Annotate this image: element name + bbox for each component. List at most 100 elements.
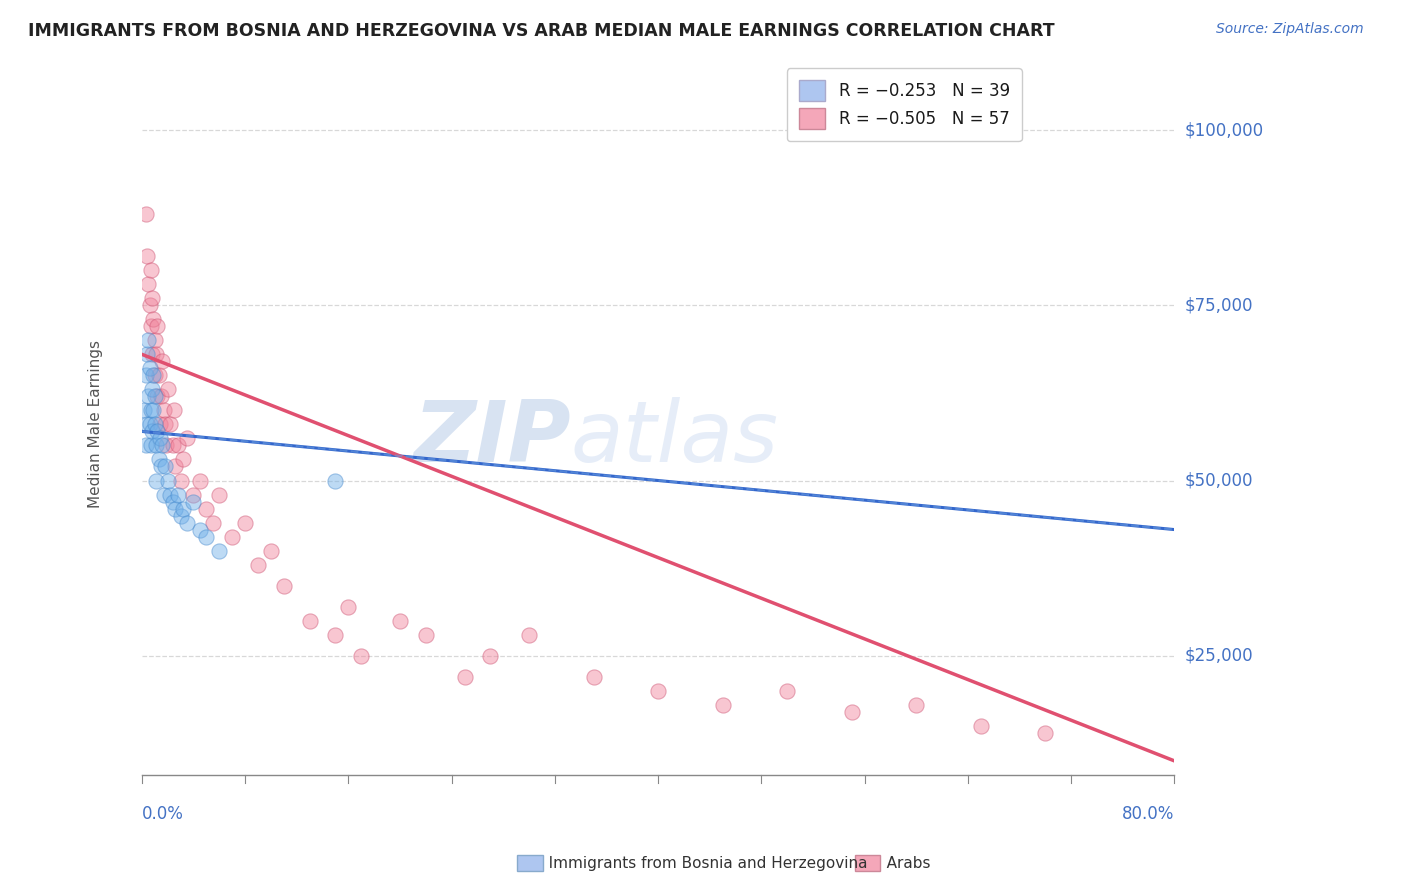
Text: Source: ZipAtlas.com: Source: ZipAtlas.com — [1216, 22, 1364, 37]
Point — [142, 368, 165, 383]
Point — [141, 347, 163, 361]
Point — [183, 487, 205, 501]
Point — [139, 319, 162, 334]
Point — [970, 719, 993, 733]
Point — [150, 389, 173, 403]
Point — [136, 334, 159, 348]
Point — [143, 389, 166, 403]
Point — [167, 438, 190, 452]
Point — [159, 417, 181, 432]
Point — [146, 389, 169, 403]
Point — [152, 403, 174, 417]
Point — [260, 543, 283, 558]
Point — [208, 543, 231, 558]
Point — [136, 347, 159, 361]
Point — [138, 361, 160, 376]
Point — [165, 459, 187, 474]
Point — [176, 432, 198, 446]
Point — [139, 263, 162, 277]
Point — [148, 452, 170, 467]
Text: Arabs: Arabs — [872, 856, 931, 871]
Point — [388, 614, 411, 628]
Point — [195, 530, 218, 544]
Point — [325, 628, 347, 642]
Point — [517, 628, 540, 642]
Point — [337, 599, 360, 614]
Point — [776, 683, 799, 698]
Text: IMMIGRANTS FROM BOSNIA AND HERZEGOVINA VS ARAB MEDIAN MALE EARNINGS CORRELATION : IMMIGRANTS FROM BOSNIA AND HERZEGOVINA V… — [28, 22, 1054, 40]
Point — [134, 403, 156, 417]
Point — [159, 487, 181, 501]
Point — [453, 670, 475, 684]
Point — [136, 417, 159, 432]
Point — [148, 368, 170, 383]
Point — [156, 383, 179, 397]
Point — [201, 516, 224, 530]
Point — [350, 648, 373, 663]
Point — [143, 368, 166, 383]
Point — [711, 698, 734, 712]
Text: Median Male Earnings: Median Male Earnings — [87, 341, 103, 508]
Point — [145, 347, 167, 361]
Point — [221, 530, 243, 544]
Point — [415, 628, 437, 642]
Text: ZIP: ZIP — [413, 397, 571, 480]
Point — [153, 459, 176, 474]
Point — [169, 508, 191, 523]
Point — [479, 648, 502, 663]
Legend: R = −0.253   N = 39, R = −0.505   N = 57: R = −0.253 N = 39, R = −0.505 N = 57 — [787, 68, 1022, 141]
Text: Immigrants from Bosnia and Herzegovina: Immigrants from Bosnia and Herzegovina — [534, 856, 868, 871]
Point — [142, 403, 165, 417]
Point — [139, 403, 162, 417]
Point — [141, 383, 163, 397]
Point — [145, 438, 167, 452]
Point — [1035, 726, 1057, 740]
Point — [167, 487, 190, 501]
Point — [135, 438, 157, 452]
Point — [298, 614, 321, 628]
Point — [152, 438, 174, 452]
Text: 0.0%: 0.0% — [142, 805, 184, 823]
Point — [150, 459, 173, 474]
Point — [152, 487, 174, 501]
Point — [162, 494, 184, 508]
Point — [905, 698, 928, 712]
Text: atlas: atlas — [571, 397, 779, 480]
Point — [141, 291, 163, 305]
Text: $100,000: $100,000 — [1185, 121, 1264, 139]
Text: $25,000: $25,000 — [1185, 647, 1253, 665]
Point — [136, 389, 159, 403]
Point — [172, 501, 194, 516]
Point — [135, 207, 157, 221]
Point — [165, 501, 187, 516]
Point — [647, 683, 669, 698]
Point — [145, 474, 167, 488]
Point — [183, 494, 205, 508]
Point — [172, 452, 194, 467]
Point — [273, 579, 295, 593]
Point — [176, 516, 198, 530]
Point — [169, 474, 191, 488]
Point — [135, 368, 157, 383]
Point — [208, 487, 231, 501]
Text: $75,000: $75,000 — [1185, 296, 1253, 314]
Point — [152, 354, 174, 368]
Point — [146, 425, 169, 439]
Point — [188, 474, 211, 488]
Point — [233, 516, 256, 530]
Point — [195, 501, 218, 516]
Point — [153, 417, 176, 432]
Text: 80.0%: 80.0% — [1122, 805, 1174, 823]
Point — [138, 298, 160, 312]
Point — [841, 705, 863, 719]
Point — [139, 438, 162, 452]
Point — [156, 474, 179, 488]
Point — [138, 417, 160, 432]
Point — [136, 277, 159, 292]
Point — [141, 425, 163, 439]
Point — [149, 432, 172, 446]
Text: $50,000: $50,000 — [1185, 472, 1253, 490]
Point — [162, 438, 184, 452]
Point — [155, 438, 177, 452]
Point — [325, 474, 347, 488]
